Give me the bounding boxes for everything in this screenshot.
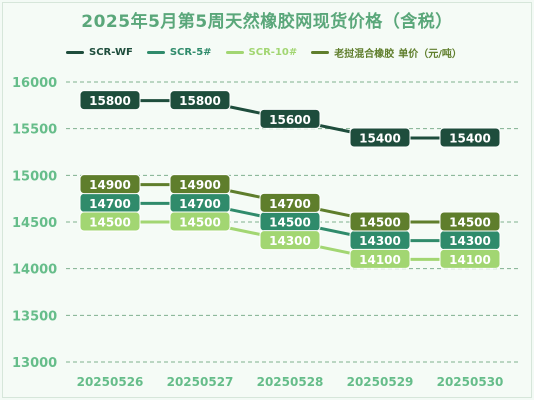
data-label-box <box>349 248 411 269</box>
y-tick-label: 15000 <box>12 169 57 184</box>
y-tick-label: 13000 <box>12 356 57 371</box>
data-label: 14300 <box>359 234 401 248</box>
x-tick-label: 20250528 <box>257 375 324 389</box>
data-label: 15800 <box>89 94 131 108</box>
data-label-box <box>439 248 501 269</box>
legend-swatch <box>225 50 244 54</box>
legend-item-scr-10: SCR-10# <box>225 46 298 58</box>
data-label: 14500 <box>359 216 401 230</box>
legend-label: SCR-5# <box>169 46 212 58</box>
data-label: 14500 <box>179 216 221 230</box>
x-tick-label: 20250529 <box>347 375 414 389</box>
data-label: 14700 <box>179 197 221 211</box>
y-tick-label: 15500 <box>12 123 57 138</box>
data-label-box <box>259 108 321 129</box>
data-label-box <box>79 174 141 195</box>
legend-item-laos-rubber: 老挝混合橡胶 单价（元/吨） <box>311 45 462 60</box>
data-label: 14300 <box>269 234 311 248</box>
legend-swatch <box>311 50 330 54</box>
data-label-box <box>439 127 501 148</box>
data-label: 14700 <box>89 197 131 211</box>
y-tick-label: 16000 <box>12 76 57 91</box>
data-label-box <box>169 90 231 111</box>
data-label: 15600 <box>269 113 311 127</box>
legend-label: 老挝混合橡胶 <box>334 48 395 60</box>
data-label-box <box>169 174 231 195</box>
x-tick-label: 20250527 <box>167 375 234 389</box>
chart-title: 2025年5月第5周天然橡胶网现货价格（含税） <box>81 12 453 32</box>
unit-label: 单价（元/吨） <box>398 48 462 60</box>
legend-label: SCR-10# <box>248 46 298 58</box>
legend-item-scr-5: SCR-5# <box>146 46 212 58</box>
data-label: 15400 <box>449 132 491 146</box>
data-label: 14500 <box>449 216 491 230</box>
y-tick-label: 13500 <box>12 309 57 324</box>
data-label: 14700 <box>269 197 311 211</box>
x-tick-label: 20250526 <box>77 375 144 389</box>
data-label: 14500 <box>89 216 131 230</box>
data-label-box <box>259 230 321 251</box>
data-label: 14900 <box>89 178 131 192</box>
chart-legend: SCR-WF SCR-5# SCR-10# 老挝混合橡胶 单价（元/吨） <box>66 44 476 60</box>
data-label: 14900 <box>179 178 221 192</box>
data-label: 14500 <box>269 216 311 230</box>
legend-item-scr-wf: SCR-WF <box>66 47 133 58</box>
data-label-box <box>169 211 231 232</box>
x-tick-label: 20250530 <box>437 375 504 389</box>
data-label-box <box>79 90 141 111</box>
data-label: 14100 <box>359 253 401 267</box>
legend-label: SCR-WF <box>89 46 133 58</box>
data-label-box <box>259 192 321 213</box>
data-label: 15800 <box>179 94 221 108</box>
data-label: 15400 <box>359 132 401 146</box>
data-label: 14100 <box>449 253 491 267</box>
data-label-box <box>79 211 141 232</box>
legend-swatch <box>146 50 165 54</box>
y-tick-label: 14500 <box>12 216 57 231</box>
data-label: 14300 <box>449 234 491 248</box>
data-label-box <box>349 127 411 148</box>
legend-swatch <box>66 50 84 54</box>
y-tick-label: 14000 <box>12 263 57 278</box>
data-label-box <box>349 211 411 232</box>
data-label-box <box>439 211 501 232</box>
